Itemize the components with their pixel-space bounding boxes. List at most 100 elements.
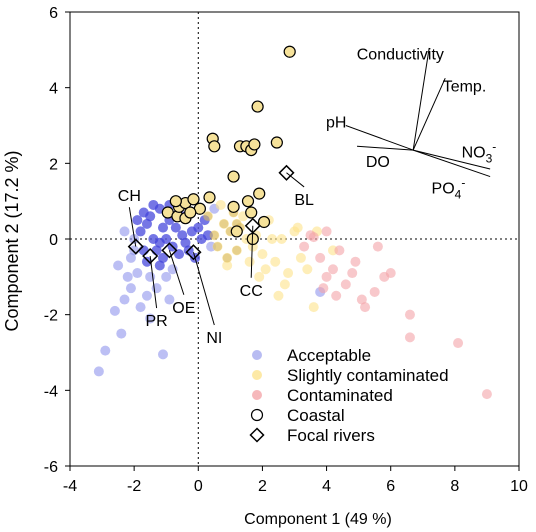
scatter-point — [308, 232, 319, 243]
scatter-point — [148, 199, 159, 210]
scatter-point — [385, 268, 396, 279]
scatter-point — [453, 338, 464, 349]
scatter-point — [122, 271, 133, 282]
scatter-point — [141, 218, 152, 229]
scatter-point — [302, 264, 313, 275]
focal-river-marker — [127, 238, 144, 255]
scatter-point — [119, 226, 130, 237]
x-tick-label: 8 — [450, 478, 459, 495]
legend-swatch — [252, 390, 262, 400]
scatter-point — [209, 230, 219, 240]
scatter-point — [93, 366, 104, 377]
loading-vector — [412, 47, 430, 151]
loading-vector — [412, 78, 446, 151]
scatter-point — [404, 332, 415, 343]
site-labels: CH PR OE NI CC BL — [118, 172, 314, 347]
scatter-point — [295, 252, 306, 263]
scatter-point — [360, 302, 371, 313]
marker-overlays — [127, 45, 296, 265]
scatter-point — [135, 226, 146, 237]
x-tick-label: -4 — [63, 478, 77, 495]
y-tick-label: 2 — [49, 156, 58, 173]
scatter-point — [132, 215, 143, 226]
scatter-point — [141, 256, 152, 267]
scatter-point — [180, 237, 191, 248]
scatter-point — [279, 279, 290, 290]
scatter-point — [267, 234, 278, 244]
coastal-marker — [208, 140, 221, 153]
coastal-marker — [257, 215, 271, 229]
scatter-point — [202, 230, 213, 241]
site-label: BL — [294, 192, 314, 209]
x-tick-label: 4 — [322, 478, 331, 495]
x-tick-label: 10 — [510, 478, 528, 495]
site-leader-line — [250, 225, 254, 278]
scatter-point — [193, 222, 204, 233]
scatter-point — [481, 389, 492, 400]
scatter-point — [321, 226, 332, 237]
scatter-point — [116, 328, 127, 339]
coastal-marker — [241, 195, 255, 208]
scatter-point — [283, 268, 294, 279]
scatter-point — [158, 349, 169, 360]
site-label: PR — [145, 313, 167, 330]
loading-vector — [413, 149, 491, 178]
scatter-point — [109, 305, 120, 316]
y-tick-label: -4 — [44, 383, 58, 400]
legend-swatch — [252, 370, 262, 380]
scatter-point — [350, 256, 361, 267]
coastal-marker — [169, 195, 182, 208]
scatter-point — [299, 241, 310, 252]
loading-label: NO3- — [462, 140, 497, 166]
reference-lines — [70, 12, 519, 466]
x-tick-label: 6 — [386, 478, 395, 495]
scatter-point — [167, 264, 178, 275]
scatter-point — [369, 286, 380, 297]
loading-vector — [413, 149, 491, 170]
loading-label: DO — [366, 154, 390, 171]
loading-label: PO4- — [432, 176, 466, 202]
scatter-point — [244, 256, 255, 267]
coastal-marker — [251, 100, 264, 113]
focal-river-marker — [161, 242, 178, 259]
scatter-point — [151, 283, 162, 294]
scatter-point — [158, 222, 169, 233]
loading-vectors: Conductivity Temp. pH DO NO3- PO4- — [326, 46, 496, 201]
scatter-point — [100, 345, 111, 356]
scatter-point — [164, 294, 175, 305]
axis-ticks: -4 -2 0 2 4 6 8 10 -6 -4 -2 0 2 4 6 — [44, 5, 528, 495]
coastal-marker — [230, 225, 243, 238]
x-axis-title: Component 1 (49 %) — [244, 511, 392, 528]
scatter-point — [138, 207, 149, 218]
y-tick-label: 0 — [49, 232, 58, 249]
coastal-marker — [227, 200, 240, 213]
y-tick-label: 4 — [49, 81, 58, 98]
legend-swatch — [250, 408, 264, 422]
legend-label: Coastal — [287, 406, 345, 425]
scatter-point — [334, 245, 345, 256]
scatter-point — [113, 260, 124, 271]
scatter-point — [273, 290, 284, 301]
scatter-point — [331, 290, 342, 301]
coastal-marker — [227, 170, 240, 183]
scatter-point — [372, 241, 383, 252]
legend-swatch — [249, 427, 265, 443]
focal-river-marker — [142, 247, 159, 265]
scatter-point — [318, 283, 329, 294]
coastal-marker — [203, 191, 216, 204]
focal-river-marker — [185, 244, 202, 261]
site-label: OE — [172, 300, 195, 317]
scatter-point — [119, 294, 130, 305]
site-leader-line — [168, 250, 185, 295]
loading-vector — [345, 125, 414, 151]
site-leader-line — [286, 172, 305, 188]
scatter-point — [145, 313, 156, 324]
y-tick-label: -2 — [44, 308, 58, 325]
loading-label: Temp. — [443, 78, 487, 95]
scatter-point — [254, 271, 265, 282]
focal-river-marker — [278, 164, 295, 181]
scatter-point — [219, 219, 229, 229]
site-label: CC — [240, 283, 263, 300]
